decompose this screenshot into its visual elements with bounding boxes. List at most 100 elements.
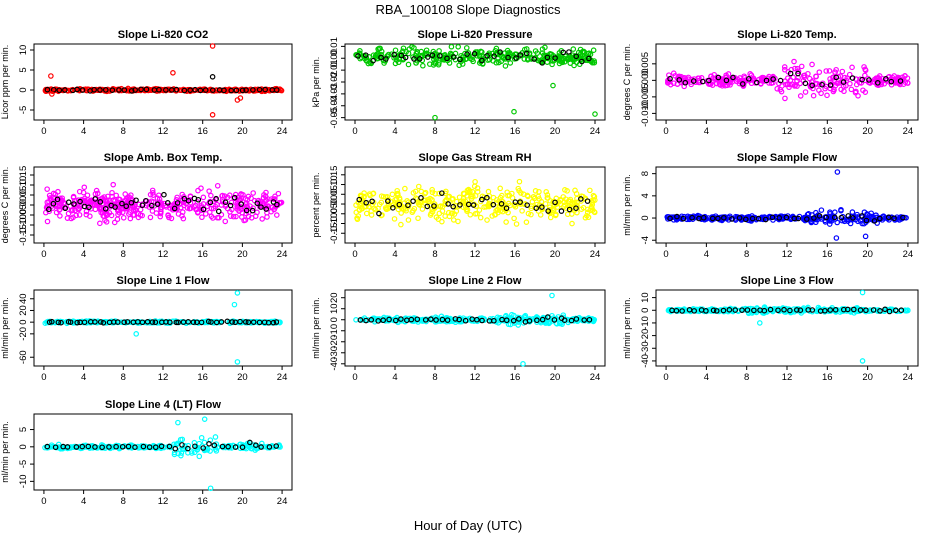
flagged-data-point <box>876 215 883 222</box>
data-point <box>378 51 384 58</box>
data-point <box>273 212 280 218</box>
flagged-data-point <box>355 53 361 59</box>
y-tick-label: 0 <box>18 320 29 325</box>
flagged-data-point <box>52 444 59 451</box>
data-point <box>127 215 134 222</box>
data-point <box>173 197 180 203</box>
data-point <box>230 213 237 220</box>
y-tick-label: -60 <box>18 350 29 364</box>
data-point <box>154 195 161 201</box>
y-axis-label: ml/min per min. <box>622 297 632 359</box>
flagged-data-point <box>128 88 135 94</box>
data-point <box>147 214 154 221</box>
y-axis-label: kPa per min. <box>311 57 321 108</box>
data-point <box>81 195 88 202</box>
flagged-data-point <box>253 442 259 449</box>
y-tick-label: 0 <box>18 444 29 449</box>
data-point <box>222 218 229 225</box>
figure-title: RBA_100108 Slope Diagnostics <box>375 2 561 17</box>
x-tick-label: 24 <box>590 372 601 383</box>
flagged-data-point <box>883 76 889 82</box>
y-tick-label: -0.02 <box>329 71 340 93</box>
flagged-data-point <box>369 198 375 205</box>
data-point <box>564 188 570 194</box>
data-point <box>569 211 575 217</box>
y-tick-label: -5 <box>18 460 29 468</box>
flagged-data-point <box>823 214 829 221</box>
x-tick-label: 0 <box>352 126 357 137</box>
data-point <box>122 191 129 197</box>
flagged-data-point <box>827 82 834 88</box>
flagged-data-point <box>383 56 389 62</box>
data-point <box>578 198 584 204</box>
data-point <box>98 209 104 216</box>
data-point <box>496 315 502 322</box>
flagged-data-point <box>393 317 399 324</box>
data-point <box>198 434 205 441</box>
flagged-data-point <box>700 214 707 221</box>
flagged-data-point <box>132 444 138 450</box>
data-point <box>497 207 504 214</box>
data-point <box>584 212 590 219</box>
data-point <box>433 55 440 62</box>
flagged-data-point <box>723 77 730 84</box>
flagged-data-point <box>254 200 261 207</box>
data-point <box>419 206 426 212</box>
flagged-data-point <box>505 54 511 61</box>
data-point <box>246 442 253 448</box>
outlier-point <box>49 91 55 97</box>
data-point <box>363 210 370 217</box>
data-point <box>503 219 509 225</box>
flagged-data-point <box>767 306 774 313</box>
flagged-data-point <box>892 307 899 314</box>
data-point <box>84 192 91 199</box>
data-point <box>157 213 164 220</box>
x-tick-label: 24 <box>903 249 914 260</box>
data-point <box>199 214 205 221</box>
data-point <box>685 74 692 81</box>
data-point <box>72 207 78 214</box>
panel-title: Slope Amb. Box Temp. <box>104 152 223 164</box>
plot-frame <box>655 166 919 244</box>
data-point <box>394 202 400 208</box>
data-point <box>385 200 392 207</box>
data-point <box>455 218 461 225</box>
x-tick-label: 4 <box>704 372 709 383</box>
y-tick-label: -0.15 <box>18 224 29 246</box>
y-tick-label: 0.005 <box>640 52 651 76</box>
data-point <box>511 215 517 222</box>
flagged-data-point <box>79 87 86 93</box>
flagged-data-point <box>375 318 381 324</box>
data-point <box>126 211 132 217</box>
flagged-data-point <box>396 201 403 208</box>
panel-title: Slope Line 2 Flow <box>429 275 522 287</box>
data-point <box>545 195 551 201</box>
data-point <box>584 206 591 213</box>
panel-title: Slope Line 1 Flow <box>117 275 210 287</box>
flagged-data-point <box>479 196 485 203</box>
flagged-data-point <box>526 318 533 324</box>
x-tick-label: 16 <box>197 249 208 260</box>
outlier-point <box>511 108 517 115</box>
flagged-data-point <box>859 213 865 219</box>
flagged-data-point <box>386 316 392 323</box>
x-tick-label: 0 <box>41 372 46 383</box>
data-point <box>571 199 578 206</box>
outlier-point <box>231 301 238 308</box>
flagged-data-point <box>795 215 802 222</box>
flagged-data-point <box>363 199 370 206</box>
flagged-data-point <box>822 307 828 314</box>
flagged-data-point <box>172 445 179 452</box>
flagged-data-point <box>270 199 277 205</box>
data-point <box>396 195 403 201</box>
x-tick-label: 0 <box>663 372 668 383</box>
flagged-data-point <box>112 204 118 210</box>
flagged-data-point <box>439 316 446 323</box>
x-tick-label: 16 <box>197 126 208 137</box>
data-point <box>236 208 242 214</box>
data-point <box>862 72 868 79</box>
panel-4: Slope Amb. Box Temp. degrees C per min. 0 4… <box>0 152 293 260</box>
flagged-data-point <box>247 439 253 446</box>
x-tick-label: 12 <box>782 249 793 260</box>
data-point <box>823 68 830 74</box>
